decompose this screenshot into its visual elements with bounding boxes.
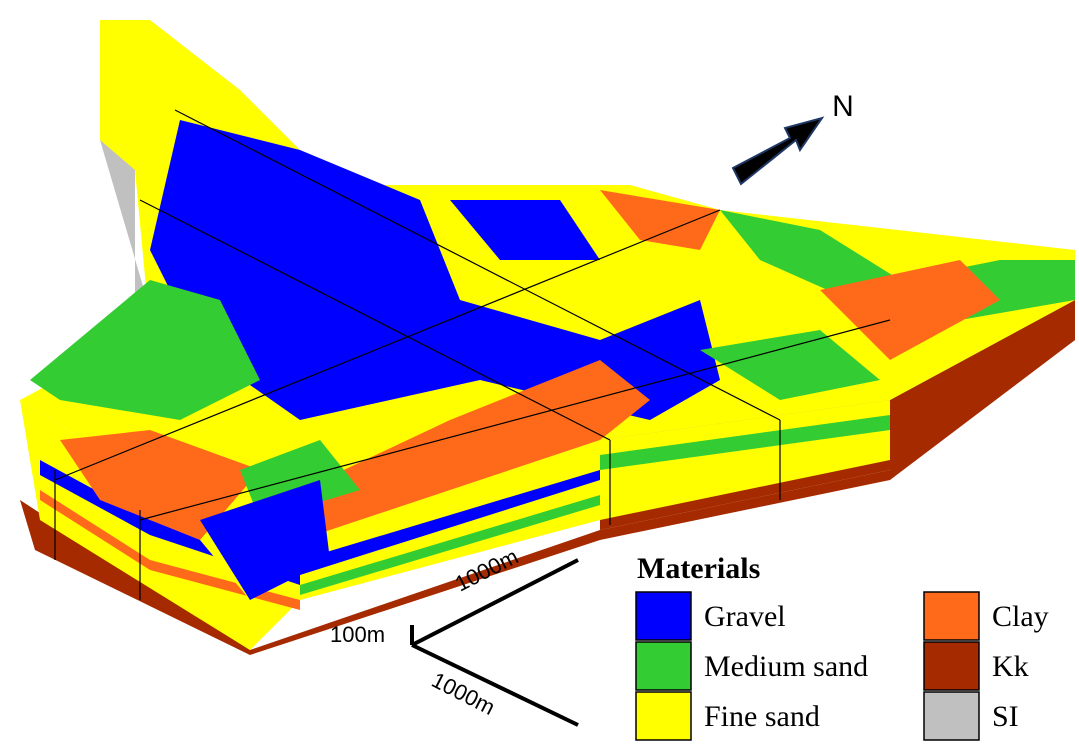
legend-label: SI bbox=[992, 700, 1019, 733]
legend-swatch bbox=[636, 592, 691, 640]
scale-y-label: 1000m bbox=[428, 667, 499, 720]
legend-label: Gravel bbox=[704, 600, 786, 633]
legend-label: Kk bbox=[992, 650, 1029, 683]
legend-title: Materials bbox=[637, 552, 760, 585]
legend-label: Medium sand bbox=[704, 650, 868, 683]
legend-swatch bbox=[636, 642, 691, 690]
figure: N 1000m 100m 1000m Materials GravelMediu… bbox=[0, 0, 1079, 744]
legend-swatch bbox=[924, 642, 979, 690]
geology-model bbox=[20, 20, 1075, 655]
scale-z-label: 100m bbox=[330, 622, 385, 647]
legend-swatch bbox=[924, 592, 979, 640]
north-label: N bbox=[832, 90, 854, 123]
legend-swatch bbox=[924, 692, 979, 740]
legend-label: Clay bbox=[992, 600, 1049, 633]
legend-label: Fine sand bbox=[704, 700, 820, 733]
legend: Gravel Medium sand Fine sand Clay Kk SI bbox=[636, 592, 1049, 740]
legend-swatch bbox=[636, 692, 691, 740]
arrow bbox=[733, 118, 822, 184]
north-arrow: N bbox=[733, 90, 854, 184]
